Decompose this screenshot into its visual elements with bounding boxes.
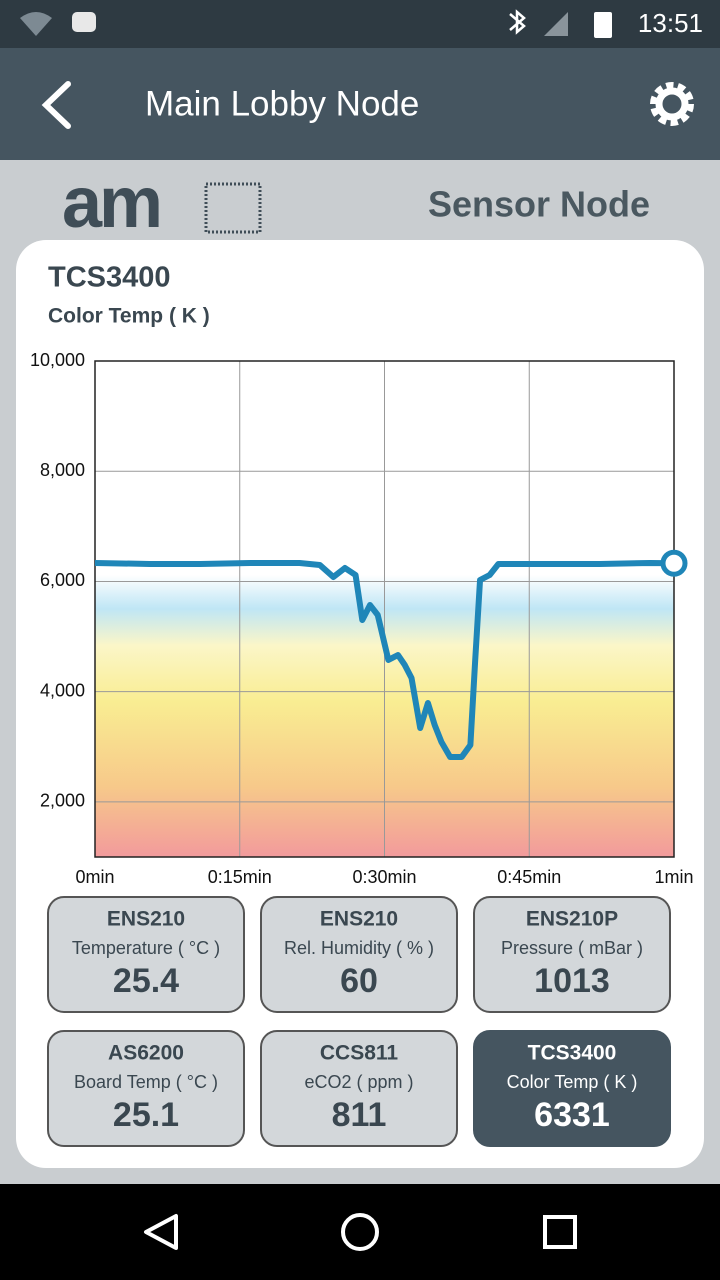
tile-background <box>260 896 458 1013</box>
tile-background <box>473 896 671 1013</box>
sensor-tile[interactable]: ENS210 Rel. Humidity ( % ) 60 <box>260 896 458 1013</box>
signal-icon <box>544 12 568 36</box>
y-tick-label: 6,000 <box>40 570 85 590</box>
nav-bar <box>0 1184 720 1280</box>
nav-home[interactable] <box>341 1213 379 1251</box>
wifi-icon <box>20 12 52 36</box>
android-icon <box>72 12 96 32</box>
tile-value: 811 <box>332 1096 387 1134</box>
tile-background <box>47 896 245 1013</box>
plot-frame <box>94 360 675 858</box>
settings-button[interactable] <box>650 82 694 126</box>
series-line <box>94 559 675 761</box>
y-tick-label: 2,000 <box>40 791 85 811</box>
x-tick-label: 0:15min <box>208 867 272 887</box>
tiles: ENS210 Temperature ( °C ) 25.4 ENS210 Rel. H… <box>47 896 671 1147</box>
bluetooth-icon <box>509 9 526 35</box>
tile-label: Pressure ( mBar ) <box>501 938 643 958</box>
back-button[interactable] <box>41 81 71 129</box>
tile-background <box>473 1030 671 1147</box>
tile-label: Temperature ( °C ) <box>72 938 220 958</box>
x-tick-label: 0:30min <box>352 867 416 887</box>
y-tick-label: 8,000 <box>40 460 85 480</box>
header-subtitle: Sensor Node <box>428 184 650 225</box>
nav-back[interactable] <box>144 1214 178 1250</box>
chart-title: TCS3400 <box>48 262 171 294</box>
app-title: Main Lobby Node <box>145 84 419 123</box>
y-tick-label: 10,000 <box>30 350 85 370</box>
brand-mark <box>204 182 262 234</box>
x-tick-label: 0:45min <box>497 867 561 887</box>
sensor-tile[interactable]: AS6200 Board Temp ( °C ) 25.1 <box>47 1030 245 1147</box>
tile-value: 1013 <box>534 962 610 1000</box>
tile-background <box>260 1030 458 1147</box>
chart-subtitle: Color Temp ( K ) <box>48 305 210 328</box>
tile-sensor: AS6200 <box>108 1042 184 1065</box>
tile-sensor: ENS210 <box>320 908 398 931</box>
tile-sensor: CCS811 <box>320 1042 399 1065</box>
tile-value: 25.4 <box>113 962 179 1000</box>
clock: 13:51 <box>638 8 703 38</box>
x-tick-label: 1min <box>654 867 693 887</box>
tile-sensor: ENS210 <box>107 908 185 931</box>
gear-teeth <box>650 82 694 126</box>
sensor-tile[interactable]: TCS3400 Color Temp ( K ) 6331 <box>473 1030 671 1147</box>
battery-icon <box>594 12 612 38</box>
tile-background <box>47 1030 245 1147</box>
tile-label: eCO2 ( ppm ) <box>304 1072 413 1092</box>
brand-logo: am <box>62 163 160 243</box>
sensor-tile[interactable]: CCS811 eCO2 ( ppm ) 811 <box>260 1030 458 1147</box>
x-tick-label: 0min <box>75 867 114 887</box>
last-point-marker <box>660 549 688 577</box>
app-bar <box>0 48 720 160</box>
sensor-tile[interactable]: ENS210P Pressure ( mBar ) 1013 <box>473 896 671 1013</box>
tile-sensor: TCS3400 <box>528 1042 617 1065</box>
plot: 0min 0:15min 0:30min 0:45min 1min 2,000 4,000 6… <box>30 350 694 887</box>
nav-recents[interactable] <box>543 1215 577 1249</box>
tile-value: 60 <box>340 962 378 1000</box>
tile-label: Rel. Humidity ( % ) <box>284 938 434 958</box>
tile-value: 6331 <box>534 1096 610 1134</box>
tile-value: 25.1 <box>113 1096 179 1134</box>
tile-label: Board Temp ( °C ) <box>74 1072 218 1092</box>
gear-ring <box>655 87 689 121</box>
y-tick-label: 4,000 <box>40 680 85 700</box>
sensor-tile[interactable]: ENS210 Temperature ( °C ) 25.4 <box>47 896 245 1013</box>
tile-sensor: ENS210P <box>526 908 618 931</box>
tile-label: Color Temp ( K ) <box>507 1072 638 1092</box>
